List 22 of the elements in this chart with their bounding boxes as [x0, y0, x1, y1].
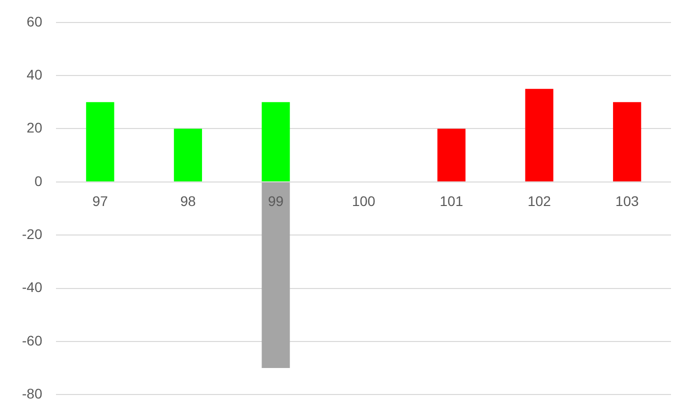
- x-tick-label: 103: [615, 193, 639, 210]
- bar: [262, 102, 290, 182]
- x-tick-label: 97: [92, 193, 108, 210]
- y-tick-label: -80: [22, 385, 42, 402]
- y-tick-label: 40: [26, 66, 42, 82]
- x-tick-label: 99: [268, 193, 284, 210]
- x-tick-label: 100: [352, 193, 376, 210]
- y-tick-label: 60: [26, 13, 42, 30]
- bar: [613, 102, 642, 182]
- y-tick-label: -40: [22, 279, 42, 296]
- bar: [525, 88, 554, 182]
- y-tick-label: 0: [34, 172, 42, 189]
- bar: [262, 182, 290, 368]
- bar: [174, 128, 202, 182]
- bar: [86, 102, 114, 182]
- bar: [437, 128, 466, 182]
- x-tick-label: 101: [440, 193, 464, 210]
- y-tick-label: 20: [26, 120, 42, 136]
- y-tick-label: -60: [22, 332, 42, 348]
- x-tick-label: 98: [180, 193, 196, 210]
- x-tick-label: 102: [528, 193, 552, 210]
- y-tick-label: -20: [22, 226, 42, 242]
